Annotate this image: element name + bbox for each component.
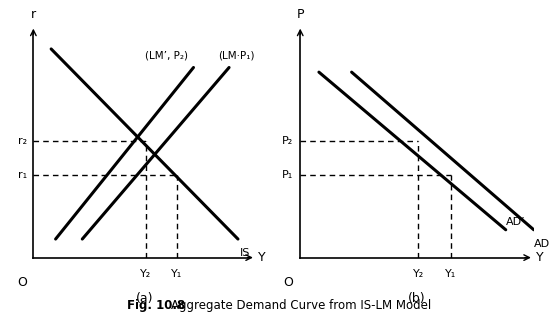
Text: P₂: P₂	[282, 136, 293, 146]
Text: AD: AD	[534, 239, 550, 249]
Text: (LM·P₁): (LM·P₁)	[218, 51, 255, 61]
Text: P: P	[296, 8, 304, 21]
Text: (LM’, P₂): (LM’, P₂)	[145, 51, 187, 61]
Text: Fig. 10.8: Fig. 10.8	[127, 299, 185, 312]
Text: r₂: r₂	[18, 136, 27, 146]
Text: IS: IS	[240, 248, 251, 258]
Text: (a): (a)	[136, 292, 153, 305]
Text: Y₁: Y₁	[445, 269, 456, 279]
Text: Y₂: Y₂	[413, 269, 424, 279]
Text: r₁: r₁	[18, 170, 27, 180]
Text: Aggregate Demand Curve from IS-LM Model: Aggregate Demand Curve from IS-LM Model	[156, 299, 431, 312]
Text: Y₁: Y₁	[171, 269, 182, 279]
Text: O: O	[284, 276, 294, 289]
Text: Y: Y	[258, 251, 266, 264]
Text: Y: Y	[536, 251, 544, 264]
Text: Y₂: Y₂	[140, 269, 151, 279]
Text: AD’: AD’	[506, 217, 525, 227]
Text: O: O	[17, 276, 27, 289]
Text: (b): (b)	[408, 292, 426, 305]
Text: r: r	[31, 8, 36, 21]
Text: P₁: P₁	[282, 170, 293, 180]
